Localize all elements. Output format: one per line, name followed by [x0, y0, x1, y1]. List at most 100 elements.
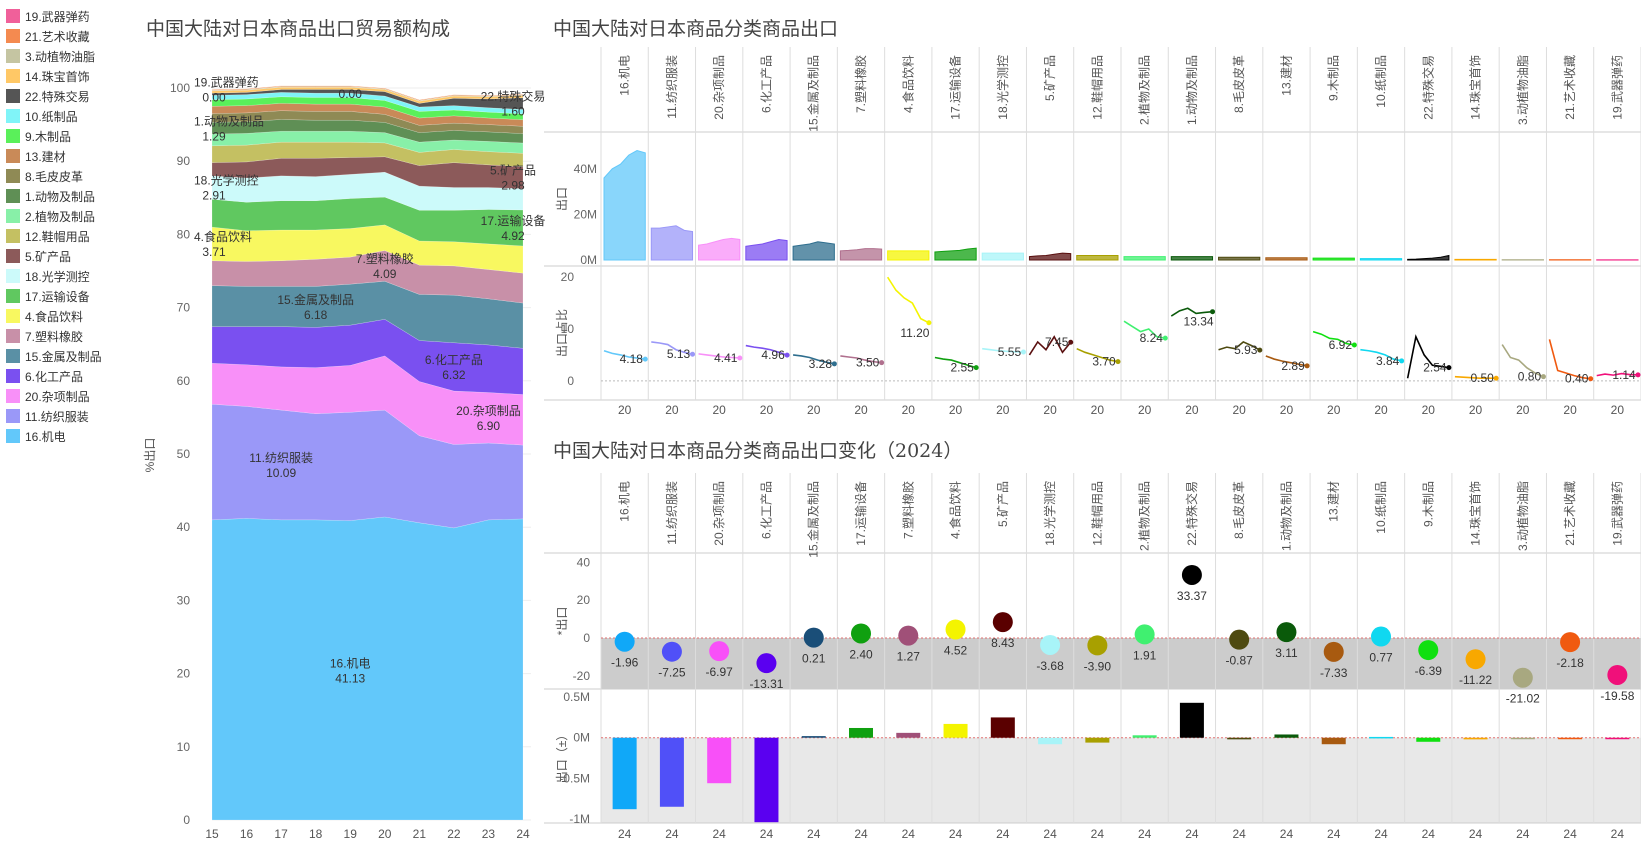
category-trend-chart-title: 中国大陆对日本商品分类商品出口 — [553, 18, 839, 40]
legend-item: 1.动物及制品 — [6, 186, 141, 206]
legend-item: 7.塑料橡胶 — [6, 326, 141, 346]
pct-dot-毛皮皮革 — [1229, 629, 1250, 650]
panel-header-动植物油脂: 3.动植物油脂 — [1515, 481, 1530, 551]
pct-label-矿产品: 8.43 — [991, 636, 1015, 650]
legend-item: 15.金属及制品 — [6, 346, 141, 366]
share-line-金属及制品 — [792, 354, 835, 365]
legend-item: 20.杂项制品 — [6, 386, 141, 406]
share-line-木制品 — [1312, 330, 1355, 346]
share-endpoint-纸制品 — [1399, 358, 1405, 364]
legend-swatch — [6, 209, 20, 223]
y-tick-label: 60 — [177, 374, 191, 388]
share-line-建材 — [1265, 355, 1308, 367]
panel-header-矿产品: 5.矿产品 — [996, 481, 1010, 527]
x-tick-label: 20 — [949, 403, 963, 417]
pct-label-鞋帽用品: -3.90 — [1084, 659, 1112, 673]
panel-header-杂项制品: 20.杂项制品 — [712, 55, 726, 120]
area-annotation-value: 6.32 — [442, 368, 466, 382]
export-area-珠宝首饰 — [1454, 258, 1497, 261]
area-annotation-label: 6.化工产品 — [425, 353, 483, 367]
legend-swatch — [6, 49, 20, 63]
export-area-金属及制品 — [792, 241, 835, 261]
panel-header-化工产品: 6.化工产品 — [759, 481, 773, 539]
pct-dot-金属及制品 — [803, 627, 824, 648]
panel-header-杂项制品: 20.杂项制品 — [712, 481, 726, 546]
pct-dot-鞋帽用品 — [1087, 635, 1108, 656]
panel-header-艺术收藏: 21.艺术收藏 — [1563, 55, 1577, 120]
x-tick-label: 20 — [1233, 403, 1247, 417]
delta-bar-塑料橡胶 — [896, 732, 921, 738]
pct-dot-动植物油脂 — [1512, 667, 1533, 688]
y-tick-label: -20 — [573, 669, 591, 683]
area-annotation-label: 18.光学测控 — [194, 173, 259, 188]
panel-header-毛皮皮革: 8.毛皮皮革 — [1232, 481, 1246, 539]
y-tick-label: 40M — [574, 162, 597, 176]
x-tick-label: 24 — [1611, 827, 1625, 841]
legend-label: 12.鞋帽用品 — [25, 229, 90, 244]
area-series-艺术收藏 — [211, 85, 524, 101]
panel-header-机电: 16.机电 — [618, 55, 632, 96]
pct-dot-珠宝首饰 — [1465, 649, 1486, 670]
y-tick-label: 40 — [177, 520, 191, 534]
area-series-金属及制品 — [211, 280, 524, 349]
x-tick-label: 24 — [1280, 827, 1294, 841]
panel-header-光学测控: 18.光学测控 — [1042, 481, 1057, 546]
pct-dot-纺织服装 — [661, 641, 682, 662]
pct-dot-机电 — [614, 631, 635, 652]
delta-bar-纺织服装 — [659, 737, 684, 807]
pct-label-武器弹药: -19.58 — [1600, 689, 1634, 703]
share-label-纺织服装: 5.13 — [667, 347, 691, 361]
export-area-植物及制品 — [1123, 256, 1166, 261]
y-tick-label: 0M — [573, 731, 590, 745]
y-tick-label: 0 — [583, 631, 590, 645]
legend-label: 22.特殊交易 — [25, 89, 90, 104]
legend-swatch — [6, 189, 20, 203]
area-annotation-value: 2.98 — [501, 179, 525, 193]
share-label-光学测控: 5.55 — [998, 345, 1022, 359]
legend-swatch — [6, 329, 20, 343]
y-tick-label: 0 — [567, 374, 574, 388]
pct-label-珠宝首饰: -11.22 — [1459, 673, 1492, 687]
area-annotation-value: 4.09 — [373, 267, 397, 281]
legend-item: 3.动植物油脂 — [6, 46, 141, 66]
panel-header-运输设备: 17.运输设备 — [948, 55, 963, 120]
legend-swatch — [6, 309, 20, 323]
pct-dot-食品饮料 — [945, 619, 966, 640]
delta-bar-矿产品 — [990, 717, 1015, 738]
pct-dot-木制品 — [1418, 640, 1439, 661]
panel-header-建材: 13.建材 — [1279, 55, 1293, 96]
x-tick-label: 24 — [713, 827, 727, 841]
y-tick-label: 50 — [177, 447, 191, 461]
area-series-武器弹药 — [211, 85, 524, 100]
share-line-毛皮皮革 — [1218, 341, 1261, 351]
pct-label-食品饮料: 4.52 — [944, 643, 968, 657]
x-tick-label: 20 — [902, 403, 916, 417]
x-tick-label: 24 — [1422, 827, 1436, 841]
legend-item: 18.光学测控 — [6, 266, 141, 286]
x-tick-label: 20 — [713, 403, 727, 417]
legend-label: 10.纸制品 — [25, 109, 78, 124]
area-annotation-label: 20.杂项制品 — [456, 404, 521, 418]
panel-header-动物及制品: 1.动物及制品 — [1279, 481, 1293, 551]
x-tick-label: 20 — [1280, 403, 1294, 417]
legend-swatch — [6, 109, 20, 123]
legend-swatch — [6, 269, 20, 283]
legend-label: 4.食品饮料 — [25, 309, 84, 324]
legend-item: 19.武器弹药 — [6, 6, 141, 26]
legend-swatch — [6, 229, 20, 243]
pct-label-杂项制品: -6.97 — [706, 665, 734, 679]
panel-header-光学测控: 18.光学测控 — [995, 55, 1010, 120]
y-tick-label: 0 — [183, 813, 190, 827]
area-series-纺织服装 — [211, 403, 524, 529]
share-label-建材: 2.89 — [1281, 359, 1305, 373]
x-tick-label: 20 — [618, 403, 632, 417]
x-tick-label: 24 — [1138, 827, 1152, 841]
export-area-化工产品 — [745, 238, 788, 261]
x-tick-label: 24 — [1185, 827, 1199, 841]
area-annotation-value: 3.71 — [202, 245, 226, 259]
x-tick-label: 24 — [996, 827, 1010, 841]
pct-dot-植物及制品 — [1134, 624, 1155, 645]
x-tick-label: 24 — [1233, 827, 1247, 841]
delta-bar-鞋帽用品 — [1085, 737, 1110, 743]
pct-dot-特殊交易 — [1181, 564, 1202, 585]
